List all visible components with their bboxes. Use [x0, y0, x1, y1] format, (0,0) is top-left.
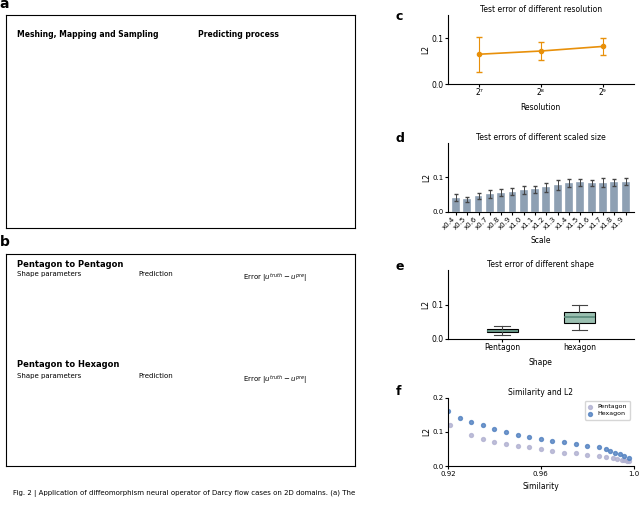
Text: a: a [0, 0, 9, 11]
Title: Test error of different resolution: Test error of different resolution [480, 6, 602, 14]
X-axis label: Resolution: Resolution [521, 103, 561, 112]
Bar [543, 188, 550, 211]
Pentagon [582, 451, 592, 459]
Hexagon [489, 424, 499, 432]
Bar [497, 193, 505, 211]
Hexagon [559, 438, 569, 446]
Pentagon [501, 440, 511, 448]
Hexagon [477, 421, 488, 429]
Text: Error $|u^{truth} - u^{pre}|$: Error $|u^{truth} - u^{pre}|$ [243, 271, 307, 283]
Text: Predicting process: Predicting process [198, 30, 279, 39]
Pentagon [624, 457, 634, 465]
Bar [520, 190, 528, 211]
Hexagon [501, 428, 511, 436]
Hexagon [536, 435, 546, 443]
Hexagon [624, 454, 634, 462]
Text: Pentagon to Hexagon: Pentagon to Hexagon [17, 360, 119, 369]
Pentagon [524, 444, 534, 452]
Text: Prediction: Prediction [139, 373, 173, 379]
Bar [509, 192, 516, 211]
Bar [486, 194, 494, 211]
X-axis label: Similarity: Similarity [522, 482, 559, 491]
Title: Test error of different shape: Test error of different shape [487, 260, 594, 269]
Pentagon [607, 454, 618, 462]
PathPatch shape [486, 329, 518, 332]
Y-axis label: L2: L2 [422, 172, 431, 182]
Text: c: c [396, 10, 403, 23]
Hexagon [600, 445, 611, 453]
Text: Shape parameters: Shape parameters [17, 271, 81, 277]
Pentagon [612, 455, 623, 463]
Title: Similarity and L2: Similarity and L2 [508, 388, 573, 397]
Hexagon [513, 431, 523, 440]
Pentagon [466, 431, 476, 440]
Hexagon [547, 437, 557, 445]
Bar [463, 199, 471, 211]
Bar [588, 183, 596, 211]
Pentagon [536, 445, 546, 453]
Text: Error $|u^{truth} - u^{pre}|$: Error $|u^{truth} - u^{pre}|$ [243, 373, 307, 386]
Pentagon [621, 457, 632, 465]
Bar [565, 184, 573, 211]
Hexagon [614, 450, 625, 458]
Bar [531, 189, 539, 211]
Pentagon [513, 442, 523, 450]
Pentagon [547, 447, 557, 455]
X-axis label: Shape: Shape [529, 358, 553, 367]
Pentagon [617, 455, 627, 463]
Title: Test errors of different scaled size: Test errors of different scaled size [476, 133, 605, 142]
Bar [577, 183, 584, 211]
Pentagon [594, 452, 604, 460]
Bar [554, 185, 562, 211]
Hexagon [524, 433, 534, 441]
Text: d: d [396, 132, 405, 146]
Bar [474, 196, 483, 211]
Bar [621, 182, 630, 211]
Pentagon [600, 453, 611, 461]
Pentagon [477, 435, 488, 443]
Hexagon [443, 407, 453, 415]
Bar [452, 198, 460, 211]
Hexagon [594, 444, 604, 452]
Hexagon [454, 414, 465, 422]
Y-axis label: L2: L2 [422, 427, 431, 437]
Bar [611, 183, 618, 211]
Y-axis label: L2: L2 [421, 300, 430, 309]
X-axis label: Scale: Scale [531, 236, 551, 245]
Text: b: b [0, 235, 10, 249]
Hexagon [605, 447, 616, 455]
Text: Prediction: Prediction [139, 271, 173, 277]
Pentagon [489, 438, 499, 446]
Text: Pentagon to Pentagon: Pentagon to Pentagon [17, 260, 124, 269]
Hexagon [619, 452, 629, 460]
Text: Meshing, Mapping and Sampling: Meshing, Mapping and Sampling [17, 30, 158, 39]
Pentagon [559, 449, 569, 457]
Legend: Pentagon, Hexagon: Pentagon, Hexagon [585, 401, 630, 420]
Pentagon [570, 449, 580, 457]
Text: Shape parameters: Shape parameters [17, 373, 81, 379]
Hexagon [466, 418, 476, 426]
Hexagon [570, 440, 580, 448]
Hexagon [582, 442, 592, 450]
Pentagon [445, 421, 456, 429]
Bar [599, 183, 607, 211]
Text: Fig. 2 | Application of diffeomorphism neural operator of Darcy flow cases on 2D: Fig. 2 | Application of diffeomorphism n… [13, 490, 355, 497]
PathPatch shape [564, 312, 595, 323]
Y-axis label: L2: L2 [421, 45, 430, 54]
Pentagon [619, 456, 629, 464]
Text: e: e [396, 260, 404, 273]
Text: f: f [396, 385, 401, 398]
Hexagon [610, 449, 620, 457]
